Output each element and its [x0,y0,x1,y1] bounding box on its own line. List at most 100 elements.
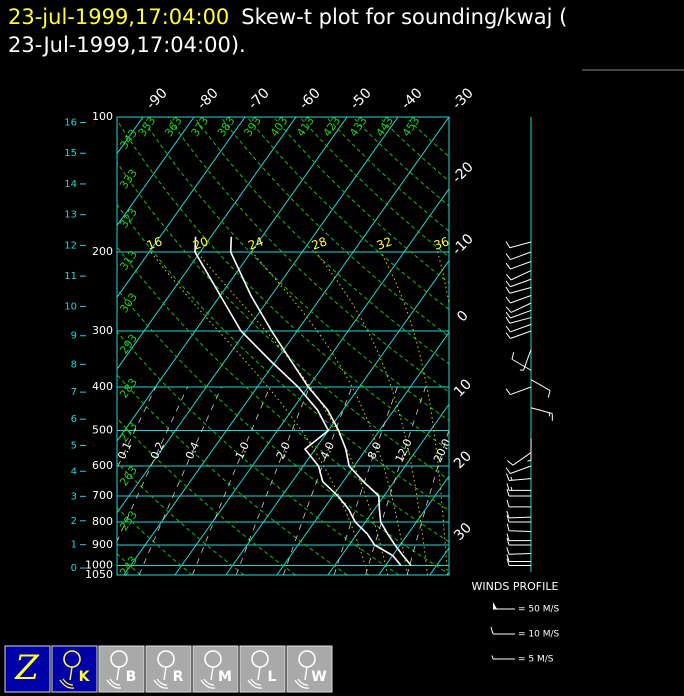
barb-shaft [505,251,532,261]
barb-shaft [506,533,531,542]
height-label: 9 [71,331,77,342]
wind-barb [505,323,532,333]
isotherm [225,259,449,575]
isotherm [327,403,449,575]
height-label: 11 [64,271,77,282]
chart-title: 23-jul-1999,17:04:00 Skew-t plot for soun… [8,5,567,29]
barb-shaft [505,316,532,324]
button-label: R [173,669,184,685]
toolbar-button[interactable]: R [145,645,192,693]
barb-shaft [491,655,515,660]
wind-barb [505,330,532,339]
barb-shaft [506,523,532,533]
toolbar-button[interactable]: W [286,645,333,693]
toolbar-button[interactable]: M [192,645,239,693]
wind-barb [505,261,532,270]
plot-frame [116,116,450,576]
button-face [51,645,98,693]
balloon-string [210,666,214,681]
moist-adiabat-label: 20 [191,234,210,252]
height-label: 10 [64,301,77,312]
pressure-label: 100 [92,110,113,123]
barb-shaft [505,302,532,313]
height-label: 15 [64,148,77,159]
isotherm [117,117,399,514]
wind-barb [505,302,532,313]
pressure-label: 1050 [85,568,113,581]
wind-barb [507,452,532,466]
button-face [98,645,145,693]
isotherm [123,117,449,575]
scale-barb [491,655,515,660]
wind-barb [505,309,532,319]
moist-adiabat-label: 28 [310,234,329,252]
button-face [145,645,192,693]
moist-adiabat-label: 36 [432,234,451,252]
height-label: 16 [64,118,77,129]
barb-shaft [490,626,515,635]
signal-arcs [153,678,169,689]
signal-arcs [59,678,75,689]
barb-shaft [506,554,531,563]
title-text: Skew-t plot for sounding/kwaj ( [241,5,567,29]
barb-shaft [505,309,532,319]
dry-adiabat [117,161,449,481]
barb-shaft [505,465,532,474]
wind-barb [506,547,532,555]
button-label: L [268,669,277,685]
toolbar-button[interactable]: Z [4,645,51,693]
moist-adiabat-label: 24 [246,234,265,252]
toolbar-button[interactable]: K [51,645,98,693]
toolbar-button[interactable]: B [98,645,145,693]
barb-shaft [505,278,532,288]
barb-shaft [505,295,532,304]
height-label: 0 [71,563,77,574]
barb-shaft [530,407,553,421]
wind-barb [505,278,532,288]
height-label: 6 [71,414,77,425]
wind-barb [505,465,532,474]
title-time: 23-jul-1999,17:04:00 [8,5,229,29]
signal-arcs [294,678,310,689]
height-label: 5 [71,441,77,452]
barb-shaft [505,323,532,333]
wind-barb [506,554,531,563]
height-label: 8 [71,359,77,370]
pressure-label: 300 [92,324,113,337]
balloon-string [257,666,261,681]
button-label: Z [14,648,40,688]
height-label: 2 [71,516,77,527]
barb-shaft [506,488,531,497]
button-label: B [126,669,137,685]
pressure-label: 600 [92,459,113,472]
moist-adiabat-label: 32 [375,234,394,252]
mixing-ratio-line [406,428,449,575]
signal-arcs [200,678,216,689]
isotherm [276,331,449,575]
wind-barb [506,473,532,481]
wind-barb [506,483,531,491]
signal-arcs [106,678,122,689]
height-label: 3 [71,491,77,502]
balloon-string [116,666,120,681]
wind-barb [506,533,531,542]
moist-adiabat [315,251,428,575]
wind-barb [506,514,531,523]
wind-barb [506,523,532,533]
toolbar-button[interactable]: L [239,645,286,693]
mixing-ratio-line [192,386,271,575]
barb-shaft [506,514,531,523]
signal-arcs [247,678,263,689]
dry-adiabat [117,374,348,575]
wind-barb [505,286,532,294]
height-label: 1 [71,540,77,551]
moist-adiabat [251,251,409,575]
wind-barb [505,251,532,261]
moist-adiabat-label: 16 [145,234,164,252]
pressure-label: 900 [92,538,113,551]
pressure-label: 1000 [85,558,113,571]
barb-pennant [493,602,497,609]
isotherm [117,117,246,299]
wind-barb [527,438,532,462]
